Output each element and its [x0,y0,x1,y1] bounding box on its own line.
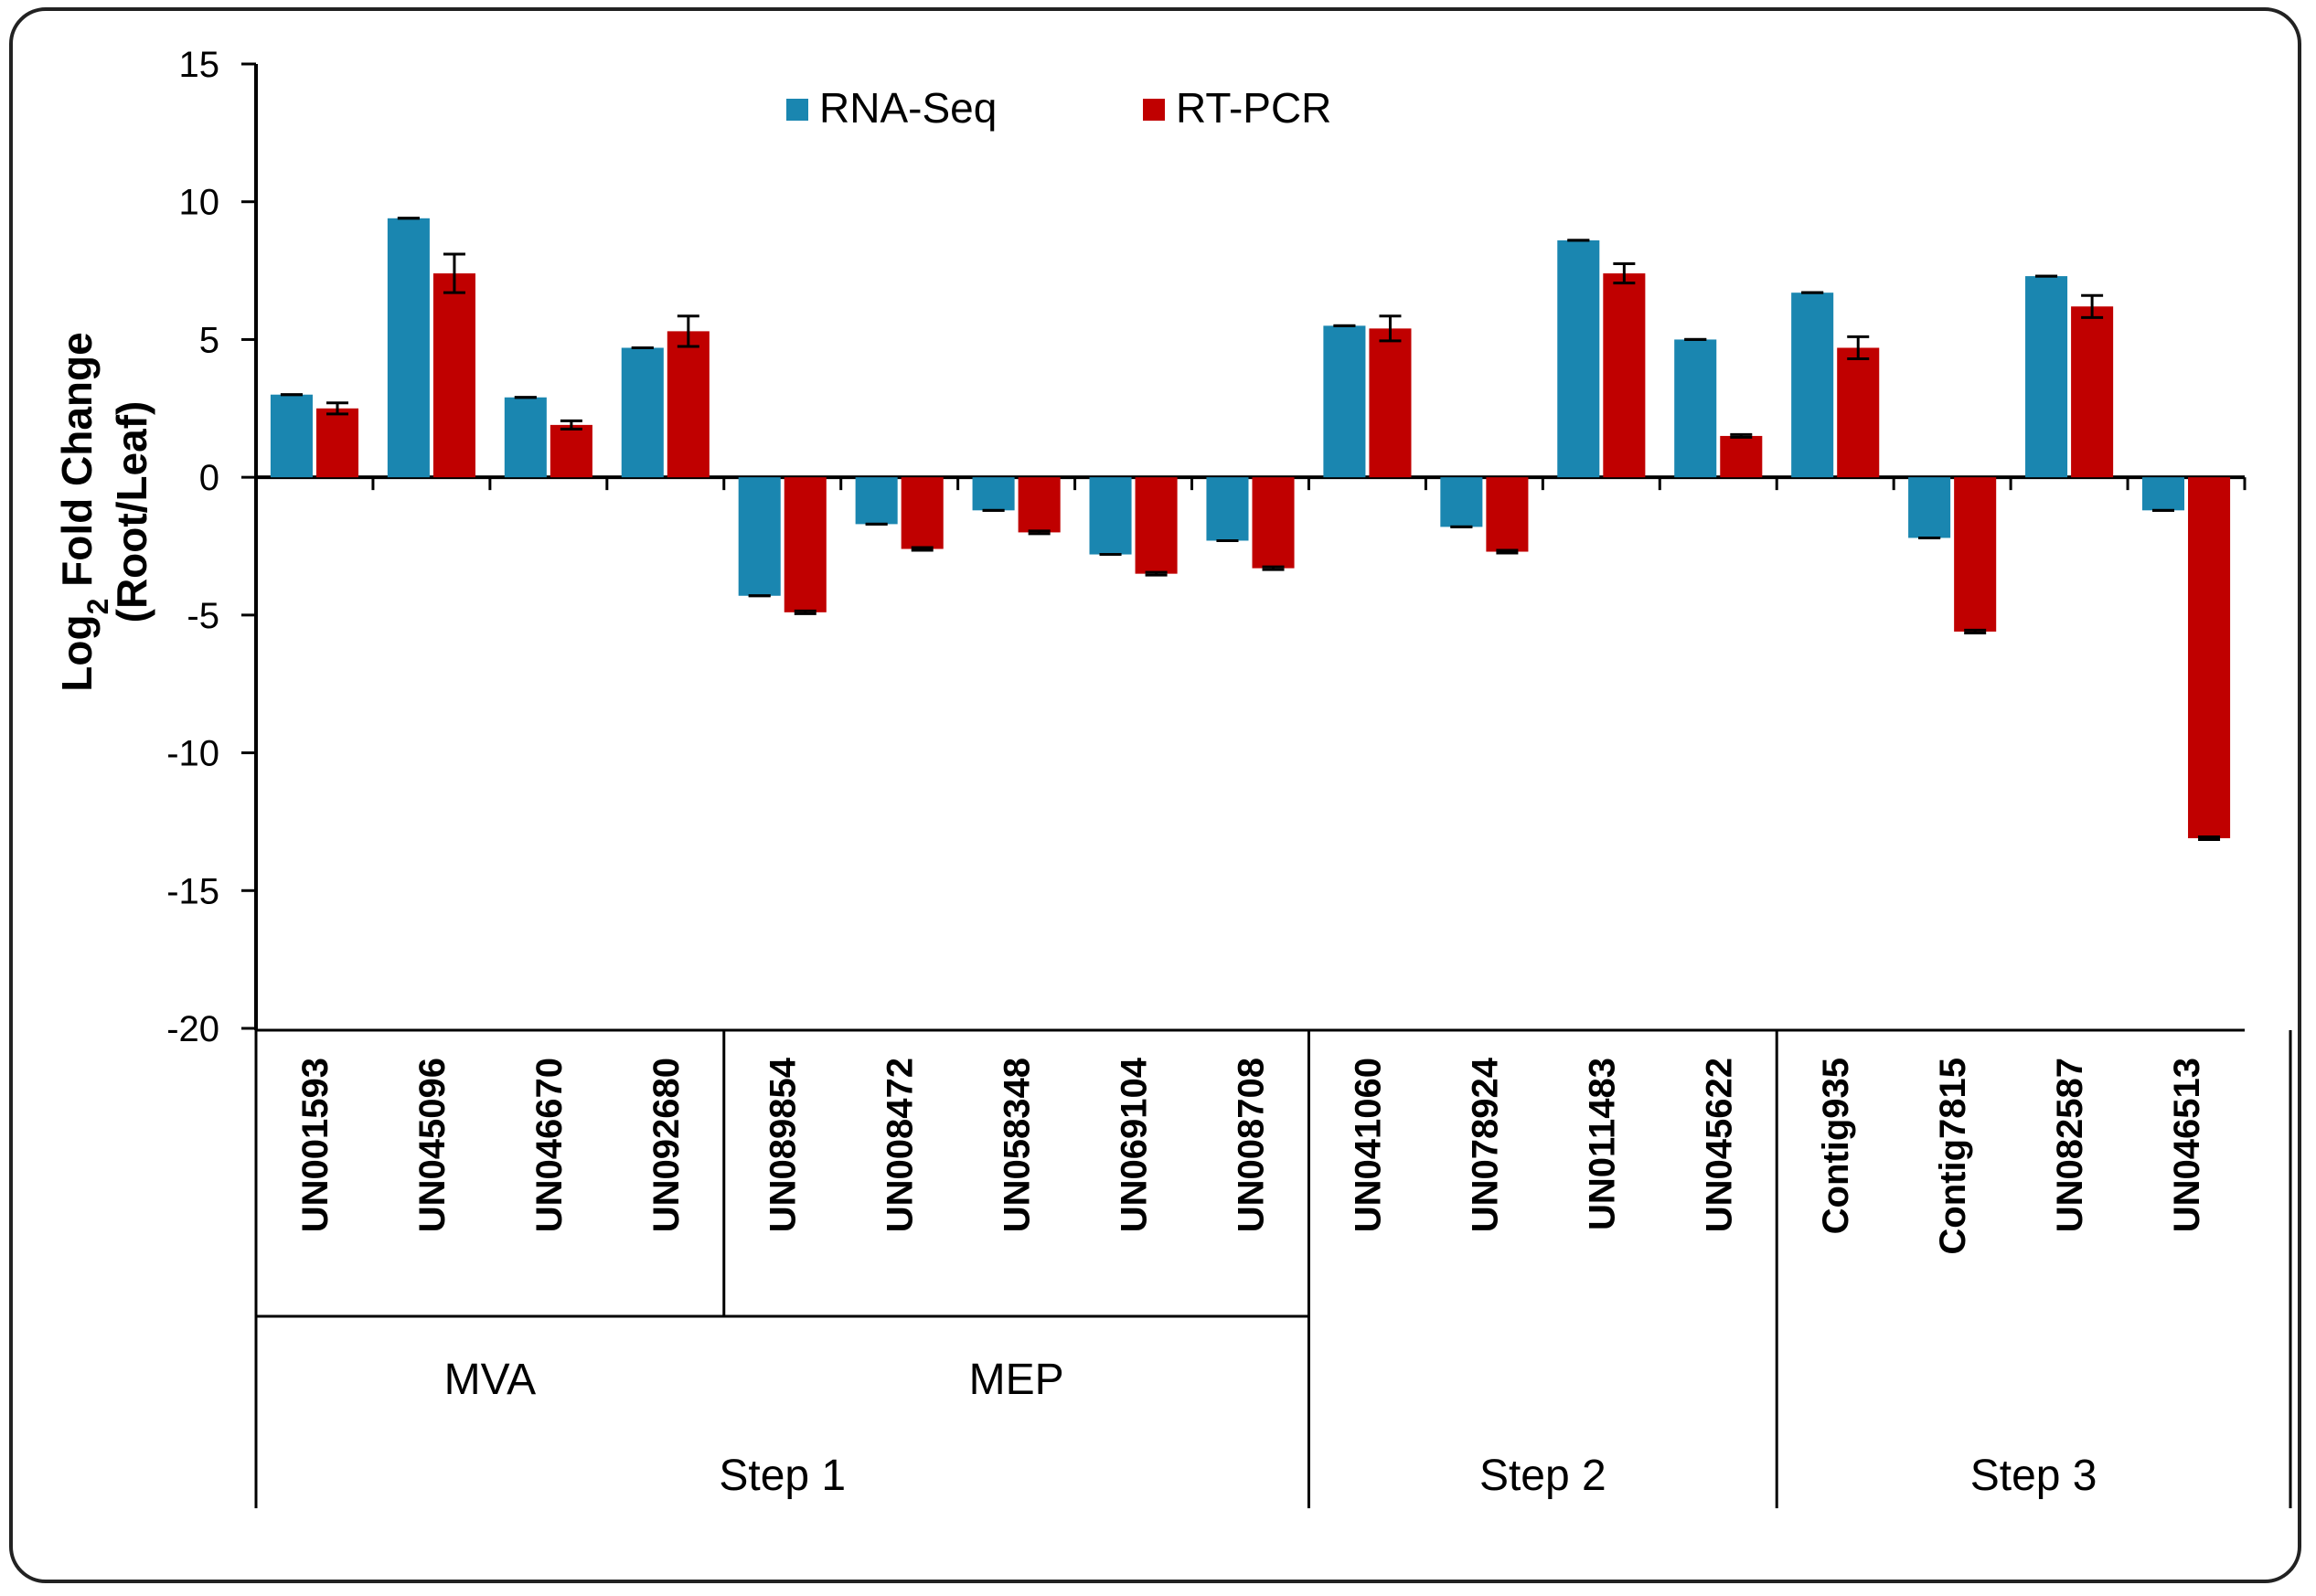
ylabel-log: Log [53,614,101,691]
category-table: MVA MEP Step 1 Step 2 Step 3 UN001593 UN045096… [254,1028,2292,1508]
bar-rt-pcr-un082587 [2071,306,2114,478]
legend-swatch-rt-pcr [1143,99,1165,121]
y-axis-label: Log2 Fold Change (Root/Leaf) [53,332,155,691]
y-tick-label: 0 [199,458,219,498]
category-label-un092680: UN092680 [646,1058,687,1232]
category-label-un008708: UN008708 [1232,1058,1272,1232]
category-label-contig7815: Contig7815 [1933,1058,1973,1255]
y-tick-label: -15 [166,871,219,911]
category-label-un089854: UN089854 [763,1057,804,1232]
ylabel-root-leaf: (Root/Leaf) [108,401,155,623]
category-label-un045096: UN045096 [412,1058,453,1232]
y-tick-label: 10 [179,183,220,223]
bar-rt-pcr-un092680 [667,331,710,478]
bar-rt-pcr-un008708 [1252,477,1295,569]
category-label-un082587: UN082587 [2050,1058,2090,1232]
bar-rt-pcr-un046513 [2188,477,2231,839]
bar-rt-pcr-un089854 [784,477,827,612]
legend-label-rt-pcr: RT-PCR [1176,84,1331,132]
ylabel-subscript: 2 [81,599,114,615]
category-label-un001593: UN001593 [295,1058,336,1232]
legend-label-rna-seq: RNA-Seq [819,84,997,132]
category-label-un058348: UN058348 [998,1058,1038,1232]
bar-rna-seq-un008708 [1206,477,1249,541]
bar-rt-pcr-un058348 [1018,477,1061,533]
y-tick-label: -10 [166,734,219,774]
ylabel-fold-change: Fold Change [53,332,101,598]
legend: RNA-Seq RT-PCR [786,84,1331,132]
category-label-contig935: Contig935 [1816,1058,1856,1234]
bar-rt-pcr-un078924 [1486,477,1529,552]
y-tick-label: 15 [179,45,220,85]
bar-rna-seq-un046670 [504,397,547,478]
legend-swatch-rna-seq [786,99,808,121]
bar-rt-pcr-un069104 [1135,477,1178,574]
bar-rna-seq-un069104 [1089,477,1132,555]
group-label-mva: MVA [444,1356,536,1404]
category-label-un008472: UN008472 [881,1058,921,1232]
bar-rt-pcr-un045622 [1720,435,1763,478]
bar-rt-pcr-un001593 [315,408,359,478]
y-tick-label: 5 [199,320,219,360]
bar-rna-seq-contig7815 [1908,477,1951,538]
bar-rna-seq-un045622 [1674,339,1717,478]
group-label-mep: MEP [969,1356,1064,1404]
bar-rna-seq-un045096 [387,218,430,478]
bar-rna-seq-un092680 [621,347,664,478]
bar-rt-pcr-un011483 [1603,273,1646,478]
bar-rt-pcr-un008472 [901,477,944,549]
bar-rt-pcr-contig935 [1837,347,1880,478]
bar-rna-seq-un089854 [738,477,781,596]
category-label-un069104: UN069104 [1115,1057,1155,1232]
bar-rt-pcr-un041060 [1369,328,1412,478]
category-label-un041060: UN041060 [1348,1058,1388,1232]
bar-rna-seq-un058348 [972,477,1015,511]
y-tick-label: -20 [166,1009,219,1049]
bar-rt-pcr-contig7815 [1954,477,1997,632]
category-label-un045622: UN045622 [1699,1058,1739,1232]
bar-rna-seq-un041060 [1323,325,1366,478]
category-label-un046513: UN046513 [2167,1058,2207,1232]
category-label-un011483: UN011483 [1582,1058,1622,1230]
svg-text:Log2 Fold Change: Log2 Fold Change [53,332,114,691]
bar-rna-seq-un008472 [855,477,898,525]
bar-rna-seq-un046513 [2141,477,2185,511]
category-label-un046670: UN046670 [529,1058,570,1232]
category-label-un078924: UN078924 [1465,1057,1505,1232]
bar-rna-seq-un011483 [1557,239,1600,478]
group-label-step-2: Step 2 [1479,1452,1606,1500]
axes: 15 10 5 0 -5 -10 -15 -20 [166,45,2247,1049]
y-tick-label: -5 [187,596,219,636]
group-label-step-1: Step 1 [719,1452,846,1500]
bars [270,217,2231,842]
bar-rna-seq-contig935 [1791,293,1834,478]
bar-rna-seq-un082587 [2025,276,2068,478]
bar-rt-pcr-un045096 [432,273,475,478]
bar-rna-seq-un001593 [270,394,313,478]
bar-rna-seq-un078924 [1440,477,1483,527]
group-label-step-3: Step 3 [1970,1452,2097,1500]
bar-rt-pcr-un046670 [550,424,592,478]
